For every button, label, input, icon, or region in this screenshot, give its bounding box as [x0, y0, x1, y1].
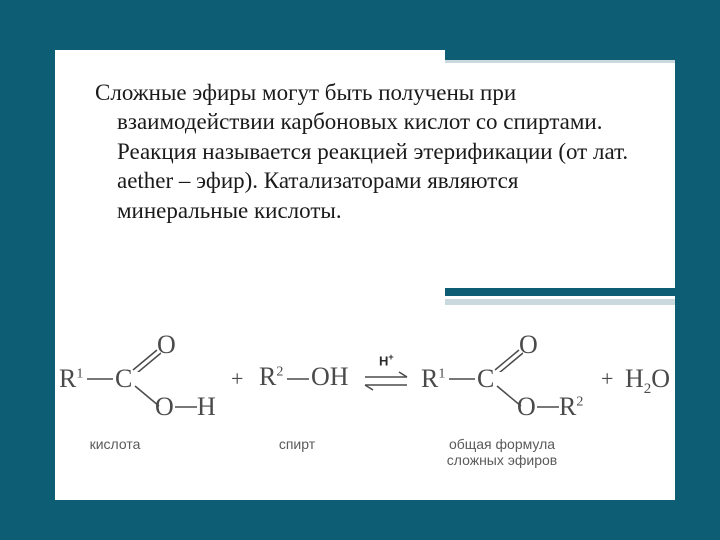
bond-o-h	[175, 406, 197, 408]
ester-r1: R1	[421, 364, 445, 394]
top-accent-dark	[445, 50, 675, 60]
acid-molecule: R1 C O O H	[59, 340, 189, 420]
acid-h: H	[197, 392, 216, 422]
catalyst-label: H+	[379, 352, 394, 368]
ester-c: C	[477, 364, 494, 394]
plus-2: +	[601, 366, 613, 392]
alcohol-molecule: R2 OH	[259, 362, 283, 392]
reaction-scheme: R1 C O O H + R2 OH	[59, 340, 669, 450]
alcohol-oh: OH	[311, 362, 349, 392]
acid-c: C	[115, 364, 132, 394]
label-acid: кислота	[75, 436, 155, 452]
label-ester-1: общая формула	[437, 436, 567, 452]
ester-o-bot: O	[517, 392, 536, 422]
plus-1: +	[231, 366, 243, 392]
mid-accent-light	[445, 299, 675, 305]
content-box: Сложные эфиры могут быть получены при вз…	[55, 50, 675, 500]
bond-eo-r2	[537, 406, 559, 408]
bond-r1-c	[87, 378, 113, 380]
top-accent-light	[445, 60, 675, 63]
water: H2O	[625, 364, 670, 393]
alcohol-r2: R2	[259, 362, 283, 391]
label-ester-2: сложных эфиров	[437, 452, 567, 468]
slide: Сложные эфиры могут быть получены при вз…	[0, 0, 720, 540]
acid-r1: R1	[59, 364, 83, 394]
bond-r2-oh	[287, 378, 309, 380]
bond-er1-c	[449, 378, 475, 380]
water-molecule: H2O	[625, 364, 670, 398]
label-alcohol: спирт	[267, 436, 327, 452]
mid-accent-dark	[445, 288, 675, 296]
acid-o-top: O	[157, 330, 176, 360]
ester-r2: R2	[559, 392, 583, 422]
acid-o-bot: O	[155, 392, 174, 422]
paragraph: Сложные эфиры могут быть получены при вз…	[73, 78, 633, 225]
ester-molecule: R1 C O O R2	[421, 340, 571, 430]
equilibrium-arrows	[361, 370, 411, 392]
ester-o-top: O	[519, 330, 538, 360]
